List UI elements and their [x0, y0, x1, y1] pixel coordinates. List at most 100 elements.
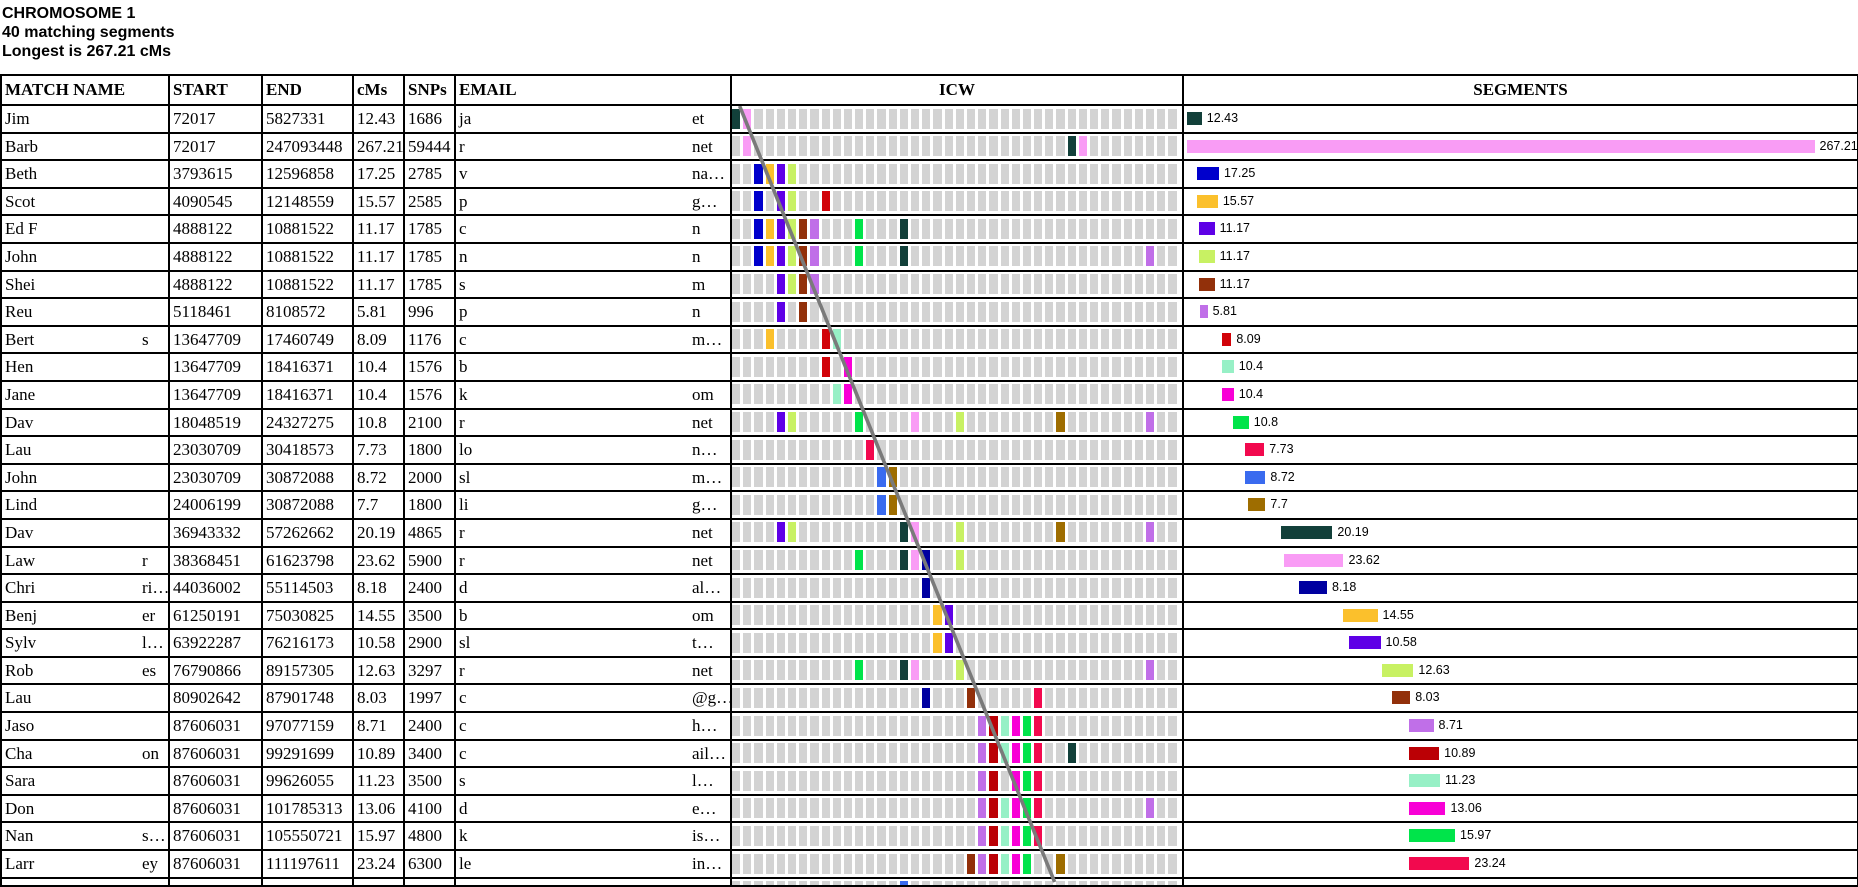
icw-bar	[1056, 825, 1065, 846]
email-cell: d e…	[456, 795, 732, 822]
segment-length-label: 7.73	[1269, 442, 1294, 457]
icw-bar	[810, 301, 819, 322]
icw-bar	[832, 494, 841, 515]
icw-bar	[922, 163, 931, 184]
icw-bar	[832, 301, 841, 322]
icw-bar-brown	[799, 218, 808, 239]
icw-bar	[843, 770, 853, 791]
icw-bar	[732, 494, 741, 515]
icw-bar	[1112, 163, 1121, 184]
icw-bar	[1045, 577, 1054, 598]
cms-cell: 8.18	[354, 575, 405, 601]
icw-bar	[832, 687, 841, 708]
icw-bar-blue	[754, 191, 763, 212]
icw-bar	[922, 853, 931, 874]
icw-bar	[787, 136, 797, 157]
icw-bar-ltpurple	[978, 853, 987, 874]
icw-bar	[899, 136, 908, 157]
segment-length-label: 23.62	[1348, 552, 1380, 567]
icw-bar	[1112, 108, 1121, 129]
email-head-fragment: r	[459, 136, 465, 156]
icw-bar	[1022, 384, 1032, 405]
icw-bar	[1145, 550, 1155, 570]
icw-bar-green	[855, 412, 864, 433]
icw-bar	[1123, 687, 1132, 708]
icw-bar	[866, 798, 875, 819]
icw-bar	[922, 798, 931, 819]
email-cell: sl t…	[456, 630, 732, 656]
icw-bar	[922, 384, 931, 405]
icw-bar	[821, 108, 830, 129]
icw-bar	[944, 715, 953, 736]
icw-bar	[1045, 274, 1054, 295]
icw-bar-magenta	[1011, 770, 1020, 791]
icw-bar	[799, 412, 808, 433]
icw-bar	[1011, 550, 1020, 570]
icw-bar	[732, 743, 741, 764]
icw-bar	[1168, 467, 1177, 488]
icw-cell	[732, 685, 1184, 712]
icw-bar	[978, 605, 987, 626]
icw-bar-green	[855, 246, 864, 267]
end-cell: 111197611	[263, 851, 354, 877]
icw-bar	[743, 494, 752, 515]
email-cell: r net	[456, 547, 732, 574]
segment-length-label: 267.21	[1819, 138, 1857, 153]
icw-bar	[843, 191, 853, 212]
icw-bar	[1112, 577, 1121, 598]
icw-bar	[944, 770, 953, 791]
icw-bar	[765, 715, 774, 736]
cms-cell: 10.58	[354, 630, 405, 656]
icw-bar	[989, 467, 998, 488]
segment-bar	[1247, 498, 1266, 512]
icw-bar	[978, 384, 987, 405]
icw-bar	[810, 191, 819, 212]
icw-bar	[1123, 356, 1132, 377]
icw-bar	[1000, 577, 1009, 598]
icw-bar-ltpurple	[810, 274, 819, 295]
icw-bar	[888, 605, 897, 626]
icw-bar	[911, 715, 920, 736]
icw-bar	[866, 770, 875, 791]
cms-cell: 267.21	[354, 133, 405, 160]
icw-bar	[933, 770, 942, 791]
icw-bar	[1090, 715, 1099, 736]
email-head-fragment: r	[459, 550, 465, 570]
icw-bar	[888, 246, 897, 267]
icw-bar	[1022, 274, 1032, 295]
icw-bar	[877, 632, 886, 653]
icw-bar	[1134, 274, 1143, 295]
start-cell: 87606031	[170, 740, 263, 767]
icw-bar	[877, 191, 886, 212]
icw-bar	[821, 384, 830, 405]
icw-bar-gold	[1056, 412, 1065, 433]
icw-bar	[877, 412, 886, 433]
icw-bar	[877, 605, 886, 626]
segment-length-label: 17.25	[1223, 166, 1256, 181]
icw-bar	[888, 550, 897, 570]
icw-bar	[989, 605, 998, 626]
icw-bar	[955, 770, 964, 791]
icw-bar	[1011, 301, 1020, 322]
icw-bar	[1101, 274, 1110, 295]
start-cell: 24006199	[170, 492, 263, 518]
table-row: John 4888122 10881522 11.17 1785 n n 11.17	[2, 243, 1857, 272]
icw-bar	[855, 743, 864, 764]
match-name-cell: Sylv l…	[2, 630, 170, 656]
icw-bar	[1022, 577, 1032, 598]
email-head-fragment: s	[459, 274, 466, 294]
icw-bar	[933, 329, 942, 350]
icw-bar-ygreen	[955, 522, 964, 543]
icw-bar	[866, 550, 875, 570]
icw-bar	[1078, 550, 1087, 570]
icw-bar	[978, 356, 987, 377]
icw-bar	[978, 632, 987, 653]
icw-bar	[1157, 218, 1166, 239]
icw-bar	[765, 301, 774, 322]
icw-bar	[1112, 743, 1121, 764]
icw-bar	[877, 522, 886, 543]
icw-bar	[933, 743, 942, 764]
icw-bar	[754, 329, 763, 350]
match-name-fragment: Jim	[5, 109, 30, 128]
icw-bar	[1101, 522, 1110, 543]
